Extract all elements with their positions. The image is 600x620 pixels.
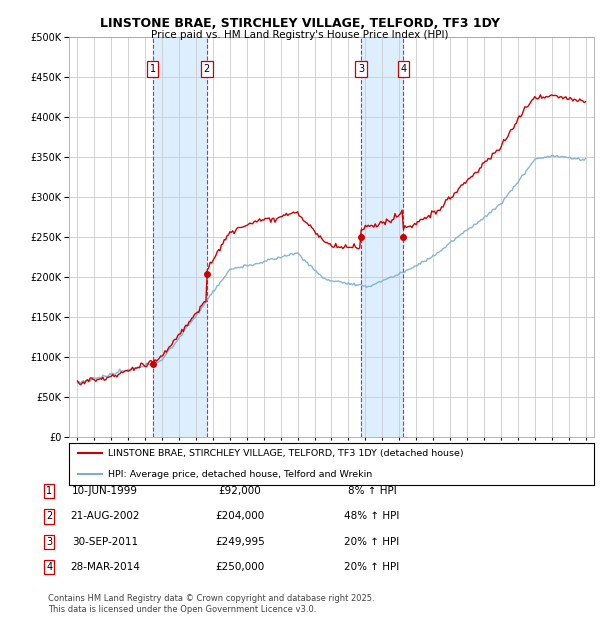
Text: LINSTONE BRAE, STIRCHLEY VILLAGE, TELFORD, TF3 1DY: LINSTONE BRAE, STIRCHLEY VILLAGE, TELFOR… xyxy=(100,17,500,30)
Text: 1: 1 xyxy=(46,486,52,496)
Text: 48% ↑ HPI: 48% ↑ HPI xyxy=(344,512,400,521)
Text: £250,000: £250,000 xyxy=(215,562,265,572)
Text: Contains HM Land Registry data © Crown copyright and database right 2025.
This d: Contains HM Land Registry data © Crown c… xyxy=(48,595,374,614)
Text: 2: 2 xyxy=(204,64,210,74)
Bar xyxy=(152,37,207,437)
Text: LINSTONE BRAE, STIRCHLEY VILLAGE, TELFORD, TF3 1DY (detached house): LINSTONE BRAE, STIRCHLEY VILLAGE, TELFOR… xyxy=(109,449,464,458)
Text: 20% ↑ HPI: 20% ↑ HPI xyxy=(344,537,400,547)
Text: 4: 4 xyxy=(400,64,406,74)
Bar xyxy=(361,37,403,437)
Text: 1: 1 xyxy=(149,64,156,74)
Text: 4: 4 xyxy=(46,562,52,572)
Text: 8% ↑ HPI: 8% ↑ HPI xyxy=(347,486,397,496)
Text: 28-MAR-2014: 28-MAR-2014 xyxy=(70,562,140,572)
Text: 20% ↑ HPI: 20% ↑ HPI xyxy=(344,562,400,572)
Text: £249,995: £249,995 xyxy=(215,537,265,547)
Text: Price paid vs. HM Land Registry's House Price Index (HPI): Price paid vs. HM Land Registry's House … xyxy=(151,30,449,40)
Text: 2: 2 xyxy=(46,512,52,521)
Text: £92,000: £92,000 xyxy=(218,486,262,496)
Text: 21-AUG-2002: 21-AUG-2002 xyxy=(70,512,140,521)
Text: 30-SEP-2011: 30-SEP-2011 xyxy=(72,537,138,547)
Text: HPI: Average price, detached house, Telford and Wrekin: HPI: Average price, detached house, Telf… xyxy=(109,470,373,479)
Text: £204,000: £204,000 xyxy=(215,512,265,521)
Text: 3: 3 xyxy=(46,537,52,547)
Text: 10-JUN-1999: 10-JUN-1999 xyxy=(72,486,138,496)
Text: 3: 3 xyxy=(358,64,364,74)
